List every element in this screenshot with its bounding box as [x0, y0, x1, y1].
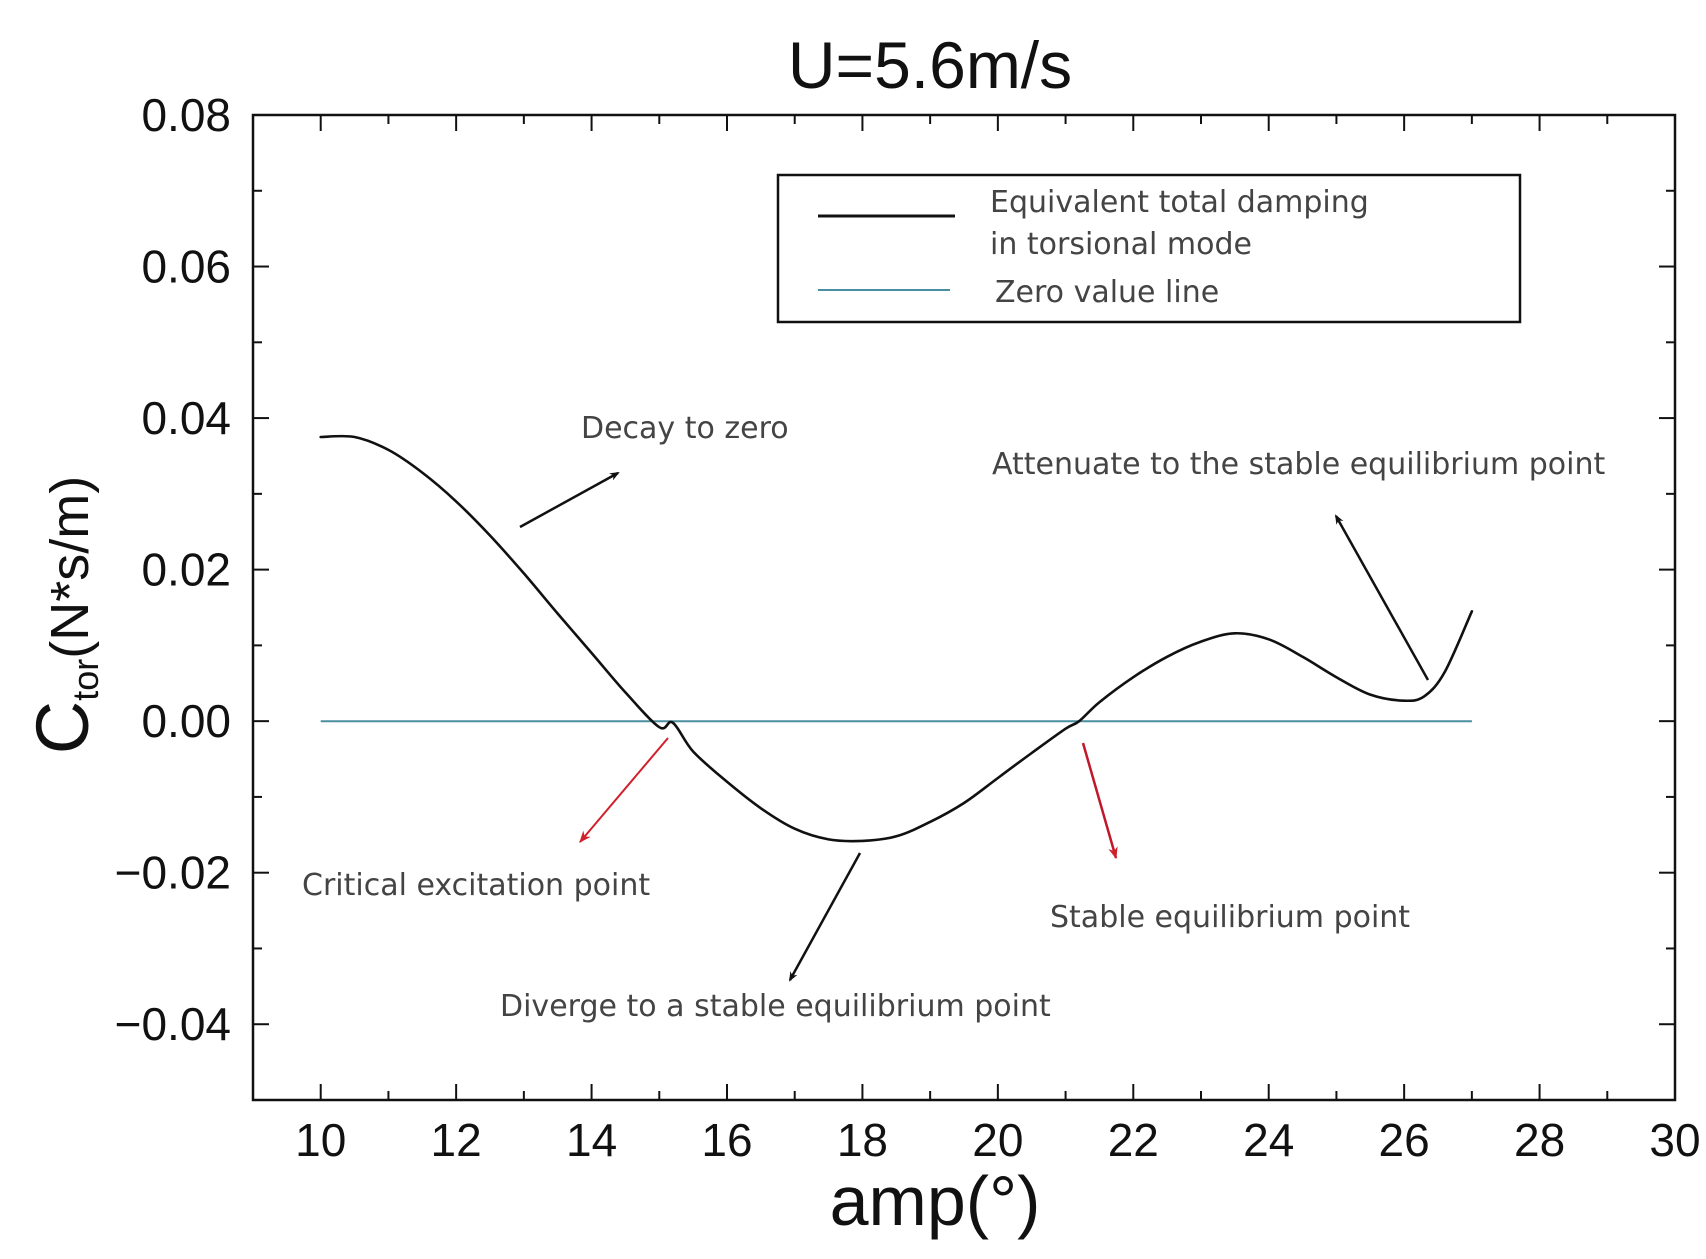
arrow-diverge — [788, 852, 862, 982]
legend-box — [776, 173, 1522, 324]
x-tick-label: 26 — [1379, 1114, 1430, 1166]
legend: Equivalent total damping in torsional mo… — [776, 173, 1522, 324]
annotation-attenuate: Attenuate to the stable equilibrium poin… — [992, 447, 1605, 482]
y-tick-label: 0.06 — [141, 241, 231, 293]
x-axis-ticks — [319, 115, 1676, 1100]
legend-label-zero-line: Zero value line — [995, 275, 1219, 310]
x-tick-label: 28 — [1514, 1114, 1565, 1166]
y-tick-label: 0.08 — [141, 89, 231, 141]
arrow-attenuate — [1334, 514, 1430, 681]
x-tick-label: 24 — [1243, 1114, 1294, 1166]
arrow-critical-excitation — [579, 737, 669, 843]
y-tick-label: 0.00 — [141, 695, 231, 747]
x-axis-label: amp(°) — [830, 1162, 1041, 1240]
y-axis-label-unit: (N*s/m) — [40, 476, 100, 659]
arrow-decay-to-zero — [519, 471, 620, 529]
y-axis-tick-labels: 0.08 0.06 0.04 0.02 0.00 −0.02 −0.04 — [115, 89, 231, 1050]
y-tick-label: 0.04 — [141, 392, 231, 444]
annotation-stable-equilibrium: Stable equilibrium point — [1050, 900, 1410, 935]
y-tick-label: 0.02 — [141, 544, 231, 596]
x-tick-label: 20 — [972, 1114, 1023, 1166]
annotation-critical-excitation: Critical excitation point — [302, 868, 650, 903]
x-tick-label: 22 — [1108, 1114, 1159, 1166]
x-tick-label: 16 — [701, 1114, 752, 1166]
annotations: Decay to zero Attenuate to the stable eq… — [302, 411, 1605, 1024]
x-tick-label: 10 — [295, 1114, 346, 1166]
series-equivalent-total-damping — [319, 434, 1474, 843]
x-axis-tick-labels: 10 12 14 16 18 20 22 24 26 28 30 — [295, 1114, 1700, 1166]
annotation-diverge: Diverge to a stable equilibrium point — [500, 989, 1051, 1024]
y-tick-label: −0.04 — [115, 998, 231, 1050]
x-tick-label: 30 — [1649, 1114, 1700, 1166]
y-tick-label: −0.02 — [115, 847, 231, 899]
x-tick-label: 14 — [566, 1114, 617, 1166]
legend-label-damping: Equivalent total damping in torsional mo… — [990, 185, 1378, 262]
x-tick-label: 12 — [431, 1114, 482, 1166]
y-axis-label-main: C — [21, 701, 104, 754]
arrow-stable-equilibrium — [1081, 742, 1118, 860]
annotation-decay-to-zero: Decay to zero — [581, 411, 789, 446]
y-axis-ticks — [253, 114, 1675, 1026]
y-axis-label-sub: tor — [65, 659, 106, 701]
legend-label-damping-line1: Equivalent total damping — [990, 185, 1369, 220]
x-tick-label: 18 — [837, 1114, 888, 1166]
chart-title: U=5.6m/s — [788, 28, 1072, 102]
plot-frame — [251, 113, 1677, 1102]
legend-label-damping-line2: in torsional mode — [990, 227, 1252, 262]
y-axis-label: Ctor(N*s/m) — [21, 476, 106, 754]
